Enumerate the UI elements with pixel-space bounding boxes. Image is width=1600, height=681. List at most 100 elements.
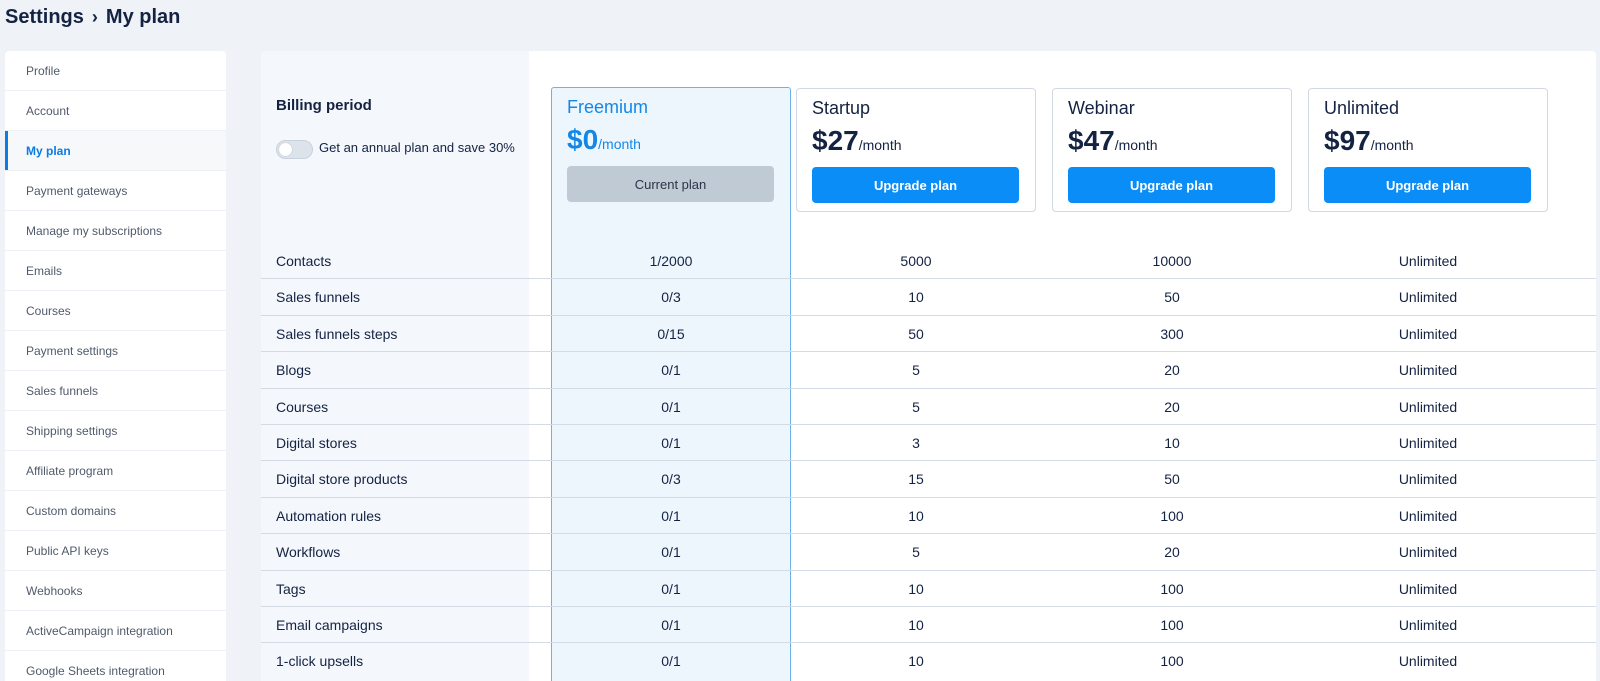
feature-label: Sales funnels: [276, 289, 361, 306]
sidebar-item-custom-domains[interactable]: Custom domains: [5, 491, 226, 531]
feature-value: 20: [1164, 362, 1180, 379]
feature-value: 50: [1164, 471, 1180, 488]
row-divider: [261, 605, 1596, 607]
table-row: Email campaigns 0/1 10 100 Unlimited: [261, 607, 1596, 644]
feature-label: Digital stores: [276, 434, 357, 451]
plan-price-amount: $0: [567, 124, 599, 155]
plan-card-unlimited: Unlimited $97/month Upgrade plan: [1308, 88, 1548, 212]
row-divider: [261, 351, 1596, 353]
plan-name: Startup: [812, 98, 871, 118]
feature-value: 10: [908, 653, 924, 670]
upgrade-plan-button[interactable]: Upgrade plan: [1068, 167, 1275, 203]
table-row: Contacts 1/2000 5000 10000 Unlimited: [261, 243, 1596, 280]
feature-value: 5: [912, 362, 920, 379]
table-row: Courses 0/1 5 20 Unlimited: [261, 389, 1596, 425]
plan-price: $97/month: [1324, 125, 1414, 157]
feature-table: Contacts 1/2000 5000 10000 Unlimited Sales fu…: [261, 243, 1596, 680]
sidebar-item-google-sheets-integration[interactable]: Google Sheets integration: [5, 651, 226, 681]
plan-comparison-panel: Billing period Get an annual plan and sa…: [261, 51, 1596, 681]
breadcrumb-settings-link[interactable]: Settings: [5, 5, 84, 28]
sidebar-item-affiliate-program[interactable]: Affiliate program: [5, 451, 226, 491]
feature-value: 0/3: [661, 471, 681, 488]
feature-label: Email campaigns: [276, 616, 383, 633]
feature-value: 1/2000: [649, 253, 693, 269]
feature-value: 10: [1164, 434, 1180, 451]
feature-value: 0/1: [661, 544, 681, 561]
plan-price-period: /month: [1114, 137, 1158, 153]
plan-card-webinar: Webinar $47/month Upgrade plan: [1052, 88, 1292, 212]
sidebar-item-payment-gateways[interactable]: Payment gateways: [5, 171, 226, 211]
feature-value: Unlimited: [1398, 544, 1458, 561]
plan-card-startup: Startup $27/month Upgrade plan: [796, 88, 1036, 212]
feature-value: Unlimited: [1398, 253, 1458, 269]
sidebar-item-account[interactable]: Account: [5, 91, 226, 131]
plan-price-amount: $97: [1324, 125, 1371, 156]
toggle-knob: [279, 143, 292, 156]
sidebar-item-shipping-settings[interactable]: Shipping settings: [5, 411, 226, 451]
sidebar-item-public-api-keys[interactable]: Public API keys: [5, 531, 226, 571]
feature-value: 10: [908, 580, 924, 597]
table-row: Tags 0/1 10 100 Unlimited: [261, 571, 1596, 607]
table-row: Sales funnels steps 0/15 50 300 Unlimited: [261, 316, 1596, 353]
feature-value: 10000: [1152, 253, 1192, 269]
row-divider: [261, 387, 1596, 389]
upgrade-plan-button[interactable]: Upgrade plan: [1324, 167, 1531, 203]
feature-value: 0/1: [661, 616, 681, 633]
feature-label: Contacts: [276, 253, 332, 269]
feature-value: 20: [1164, 398, 1180, 415]
row-divider: [261, 423, 1596, 425]
feature-value: 100: [1160, 507, 1184, 524]
page-title: My plan: [105, 5, 181, 28]
feature-label: Blogs: [276, 362, 312, 379]
feature-label: Tags: [276, 580, 306, 597]
feature-value: 20: [1164, 544, 1180, 561]
feature-value: 5: [912, 398, 920, 415]
billing-period-title: Billing period: [276, 97, 372, 114]
table-row: Sales funnels 0/3 10 50 Unlimited: [261, 279, 1596, 316]
row-divider: [261, 496, 1596, 498]
sidebar-item-activecampaign-integration[interactable]: ActiveCampaign integration: [5, 611, 226, 651]
sidebar-item-manage-my-subscriptions[interactable]: Manage my subscriptions: [5, 211, 226, 251]
table-row: 1-click upsells 0/1 10 100 Unlimited: [261, 643, 1596, 679]
annual-plan-toggle[interactable]: [276, 140, 313, 159]
plan-price-period: /month: [1370, 137, 1414, 153]
feature-value: 0/15: [657, 325, 685, 342]
feature-label: Sales funnels steps: [276, 325, 398, 342]
chevron-right-icon: ›: [91, 6, 98, 27]
sidebar-item-payment-settings[interactable]: Payment settings: [5, 331, 226, 371]
feature-label: Digital store products: [276, 471, 408, 488]
feature-value: 3: [912, 434, 920, 451]
table-row: Blogs 0/1 5 20 Unlimited: [261, 352, 1596, 389]
feature-value: Unlimited: [1398, 362, 1458, 379]
feature-value: Unlimited: [1398, 434, 1458, 451]
feature-value: 10: [908, 289, 924, 306]
plan-price-amount: $27: [812, 125, 859, 156]
plan-name: Unlimited: [1324, 98, 1400, 118]
row-divider: [261, 314, 1596, 316]
feature-label: Courses: [276, 398, 329, 415]
feature-value: 100: [1160, 616, 1184, 633]
row-divider: [261, 460, 1596, 462]
feature-value: 50: [908, 325, 924, 342]
annual-plan-toggle-label: Get an annual plan and save 30%: [319, 140, 515, 155]
sidebar-item-sales-funnels[interactable]: Sales funnels: [5, 371, 226, 411]
sidebar-item-emails[interactable]: Emails: [5, 251, 226, 291]
sidebar-item-profile[interactable]: Profile: [5, 51, 226, 91]
sidebar-item-my-plan[interactable]: My plan: [5, 131, 226, 171]
table-row: Digital stores 0/1 3 10 Unlimited: [261, 425, 1596, 462]
plan-price: $27/month: [812, 125, 902, 157]
row-divider: [261, 642, 1596, 644]
current-plan-button[interactable]: Current plan: [567, 166, 774, 202]
feature-label: Workflows: [276, 544, 341, 561]
feature-value: 0/1: [661, 398, 681, 415]
feature-value: Unlimited: [1398, 289, 1458, 306]
feature-value: Unlimited: [1398, 398, 1458, 415]
feature-value: 0/1: [661, 362, 681, 379]
sidebar-item-courses[interactable]: Courses: [5, 291, 226, 331]
feature-value: 0/1: [661, 580, 681, 597]
feature-value: 15: [908, 471, 924, 488]
upgrade-plan-button[interactable]: Upgrade plan: [812, 167, 1019, 203]
table-row: Digital store products 0/3 15 50 Unlimited: [261, 461, 1596, 498]
plan-price-amount: $47: [1068, 125, 1115, 156]
sidebar-item-webhooks[interactable]: Webhooks: [5, 571, 226, 611]
